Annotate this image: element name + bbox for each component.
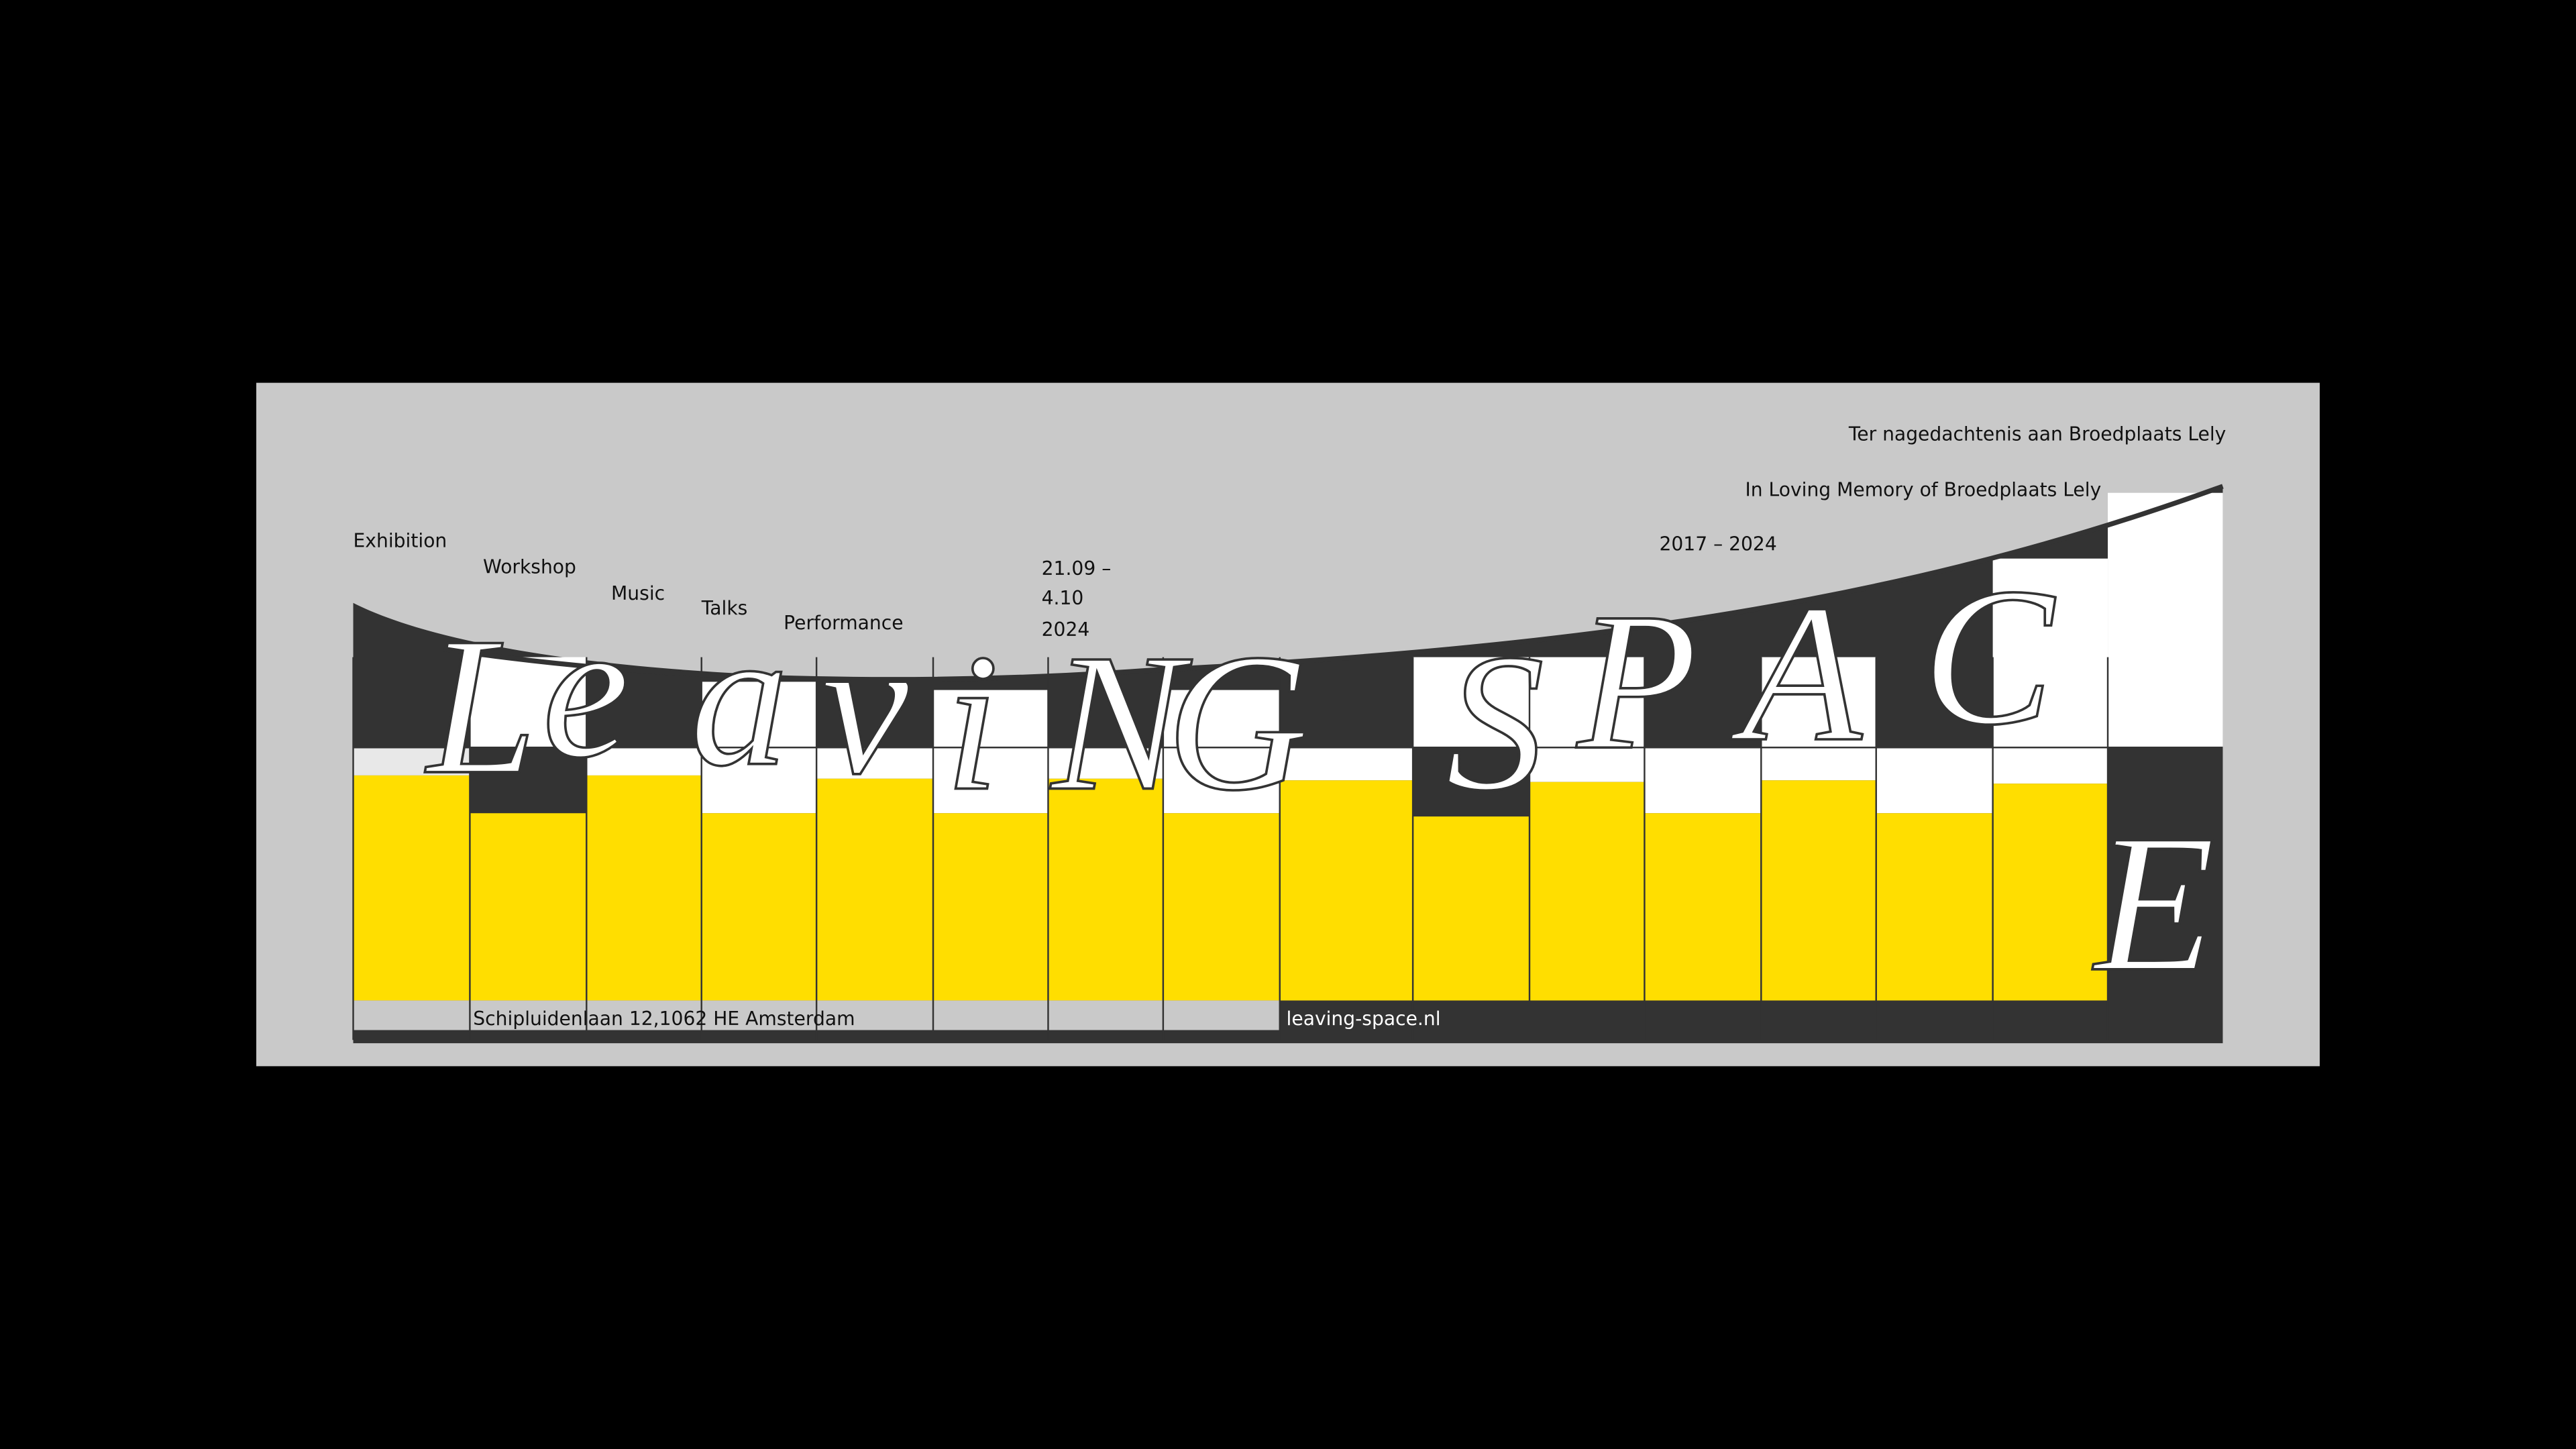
yellow-cell [1644,813,1762,1001]
date: 21.09 – [1042,557,1112,580]
white-cell [353,747,470,775]
white-cell [933,690,1049,814]
white-cell [470,657,587,748]
footer-cell [1048,1000,1163,1030]
yellow-cell [1876,813,1993,1001]
yellow-cell [353,775,470,1001]
yellow-cell [933,813,1049,1001]
program-item: Performance [784,612,903,634]
white-cell [586,747,702,775]
white-cell [1163,690,1280,814]
url: leaving-space.nl [1287,1008,1441,1030]
yellow-cell [1279,780,1413,1001]
script-letter: P [1574,572,1697,790]
yellow-cell [1163,813,1280,1001]
yellow-cell [1048,778,1163,1001]
program-item: Exhibition [354,530,447,552]
yellow-cell [816,778,934,1001]
footer-cell [1163,1000,1280,1030]
script-letter: a [690,588,789,807]
yellow-cell [1413,816,1529,1001]
white-cell [1413,657,1529,748]
top-curve [443,484,2224,682]
date: 4.10 [1042,587,1084,609]
column-grid [352,484,2224,1044]
program-item: Music [611,582,665,604]
script-letter: A [1729,564,1865,782]
footer-cell [353,1000,470,1030]
white-cell [1279,747,1413,781]
script-letter: L [424,596,537,815]
white-cell [1761,657,1876,781]
white-cell [816,747,934,779]
years: 2017 – 2024 [1659,533,1776,555]
yellow-cell [1761,780,1876,1001]
yellow-cell [701,813,817,1001]
dedication-en: In Loving Memory of Broedplaats Lely [1745,479,2101,501]
white-cell [1992,558,2108,784]
address: Schipluidenlaan 12,1062 HE Amsterdam [473,1008,855,1030]
white-cell [1644,747,1762,814]
footer-cell [816,1000,934,1030]
yellow-cell [1992,784,2108,1001]
white-cell [1529,657,1645,782]
script-letter: v [821,596,910,815]
yellow-cell [586,775,702,1001]
date: 2024 [1042,619,1090,641]
footer-cell [470,1000,587,1030]
footer-cell [586,1000,702,1030]
script-letter: i [945,613,1000,832]
program-item: Talks [701,597,748,619]
script-letter: N [1049,613,1193,832]
white-cell [2108,492,2223,748]
footer-cell [701,1000,817,1030]
script-letter: E [2092,794,2215,1012]
program-item: Workshop [483,556,576,578]
script-letter: e [542,580,629,799]
dedication-nl: Ter nagedachtenis aan Broedplaats Lely [1848,423,2226,445]
script-letter: G [1167,613,1309,832]
white-cell [1876,747,1993,814]
yellow-cell [470,813,587,1001]
footer-cell [933,1000,1049,1030]
texts: Ter nagedachtenis aan Broedplaats Lely I… [354,423,2226,1030]
script-letter: C [1922,547,2057,766]
white-cell [1048,747,1163,779]
yellow-cell [1529,782,1645,1001]
script-letter: S [1446,613,1544,832]
